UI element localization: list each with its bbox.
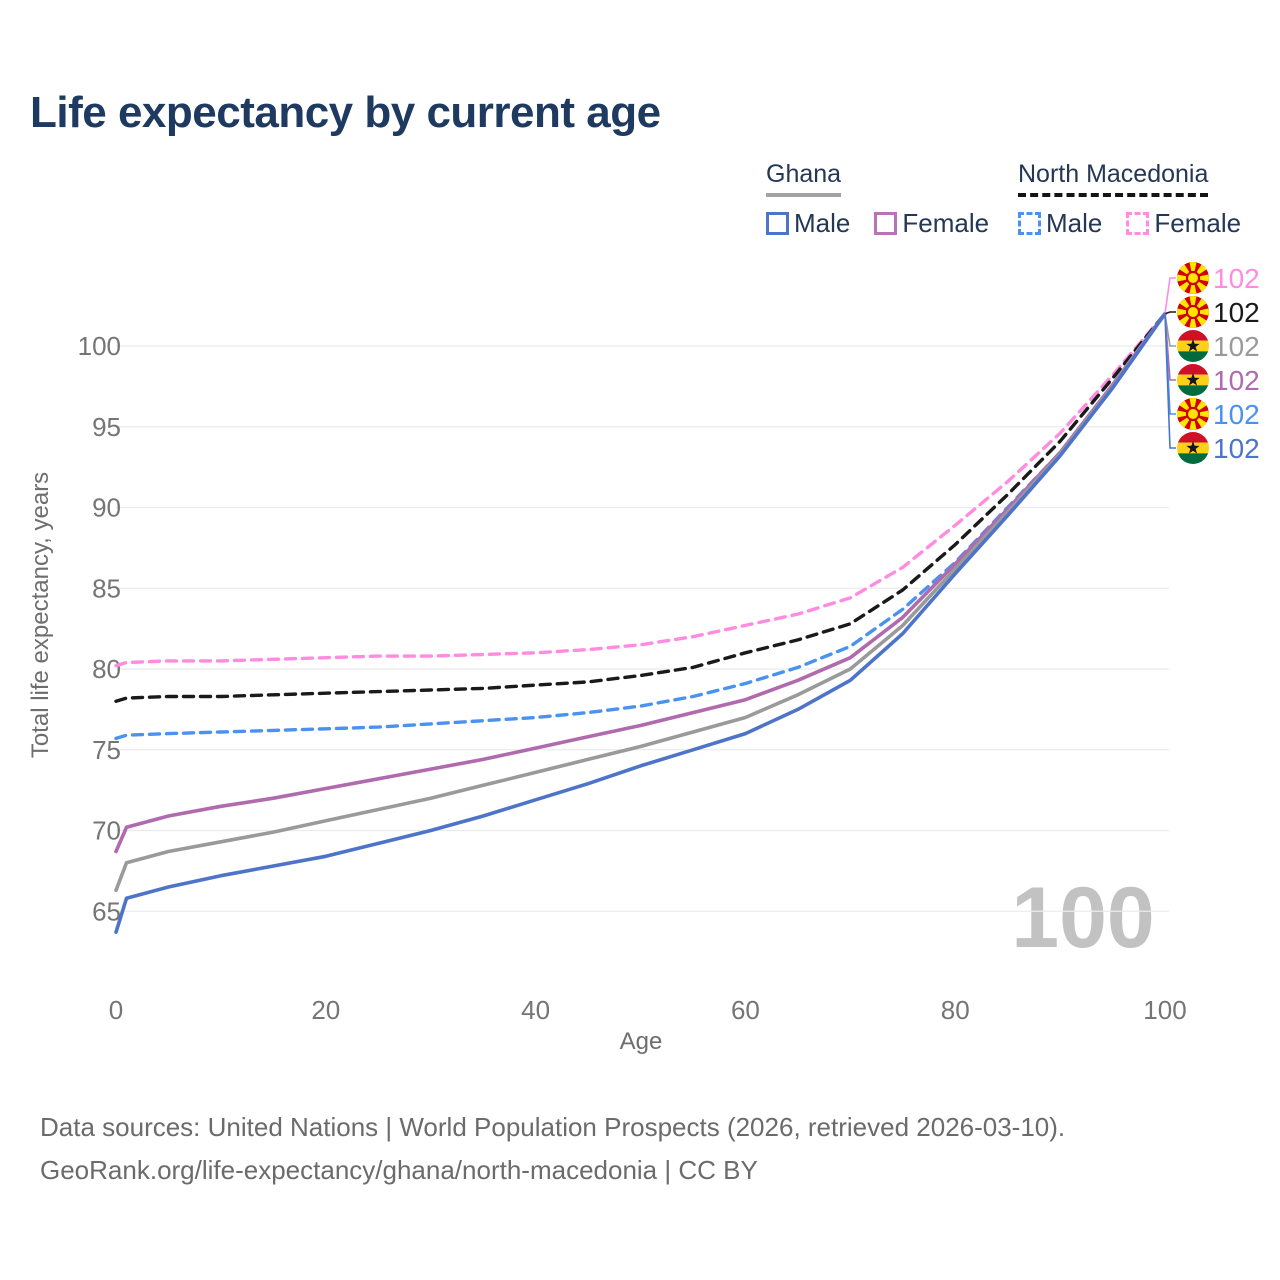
legend-title-ghana: Ghana [766,160,842,197]
leader-line-ghana_total [1164,313,1176,347]
ghana-male-swatch-icon[interactable] [766,212,789,235]
end-label-value-nm_total: 102 [1213,297,1260,328]
x-axis-title: Age [620,1028,663,1055]
leader-line-nm_total [1164,311,1176,315]
legend-label-north-macedonia-male[interactable]: Male [1046,208,1103,238]
x-tick-label-60: 60 [731,995,760,1025]
north-macedonia-flag-icon [1177,262,1209,294]
y-tick-label-95: 95 [92,412,121,442]
series-line-nm_female [114,312,1167,668]
footer: Data sources: United Nations | World Pop… [40,1106,1065,1192]
chart-watermark-current-age: 100 [1011,870,1155,966]
north-macedonia-flag-icon [1177,398,1209,430]
legend-label-north-macedonia-female[interactable]: Female [1154,208,1242,238]
x-tick-label-20: 20 [311,995,340,1025]
ghana-flag-icon [1177,432,1209,464]
x-tick-label-80: 80 [941,995,970,1025]
x-tick-label-100: 100 [1143,995,1186,1025]
series-line-ghana_female [114,311,1167,854]
y-tick-label-70: 70 [92,816,121,846]
page-title: Life expectancy by current age [30,88,661,137]
y-tick-label-100: 100 [78,331,121,361]
series-lines [114,311,1167,935]
ghana-flag-icon [1177,364,1209,396]
footer-data-sources: Data sources: United Nations | World Pop… [40,1112,1066,1142]
x-tick-label-0: 0 [109,995,123,1025]
legend-group-ghana: Ghana Male Female [766,160,989,239]
north-macedonia-male-swatch-icon[interactable] [1018,212,1041,235]
legend-title-north-macedonia: North Macedonia [1018,160,1209,197]
series-line-ghana_male [114,311,1167,935]
end-label-value-nm_male: 102 [1213,399,1260,430]
end-label-value-ghana_total: 102 [1213,331,1260,362]
north-macedonia-female-swatch-icon[interactable] [1126,212,1150,235]
y-tick-label-80: 80 [92,654,121,684]
series-line-nm_total [114,312,1167,703]
y-tick-label-85: 85 [92,573,121,603]
y-tick-label-65: 65 [92,896,121,926]
legend-label-ghana-male[interactable]: Male [794,208,851,238]
y-tick-label-90: 90 [92,493,121,523]
series-line-ghana_total [114,311,1167,893]
leader-line-nm_female [1164,277,1176,314]
legend-group-north-macedonia: North Macedonia Male Female [1018,160,1241,239]
ghana-female-swatch-icon[interactable] [874,212,898,235]
north-macedonia-flag-icon [1177,296,1209,328]
end-label-value-ghana_male: 102 [1213,433,1260,464]
y-axis-title: Total life expectancy, years [27,472,54,758]
x-tick-label-40: 40 [521,995,550,1025]
legend-label-ghana-female[interactable]: Female [902,208,990,238]
end-label-value-nm_female: 102 [1213,263,1260,294]
ghana-flag-icon [1177,330,1209,362]
end-label-value-ghana_female: 102 [1213,365,1260,396]
leader-line-ghana_male [1164,313,1176,449]
footer-attribution: GeoRank.org/life-expectancy/ghana/north-… [40,1155,758,1185]
